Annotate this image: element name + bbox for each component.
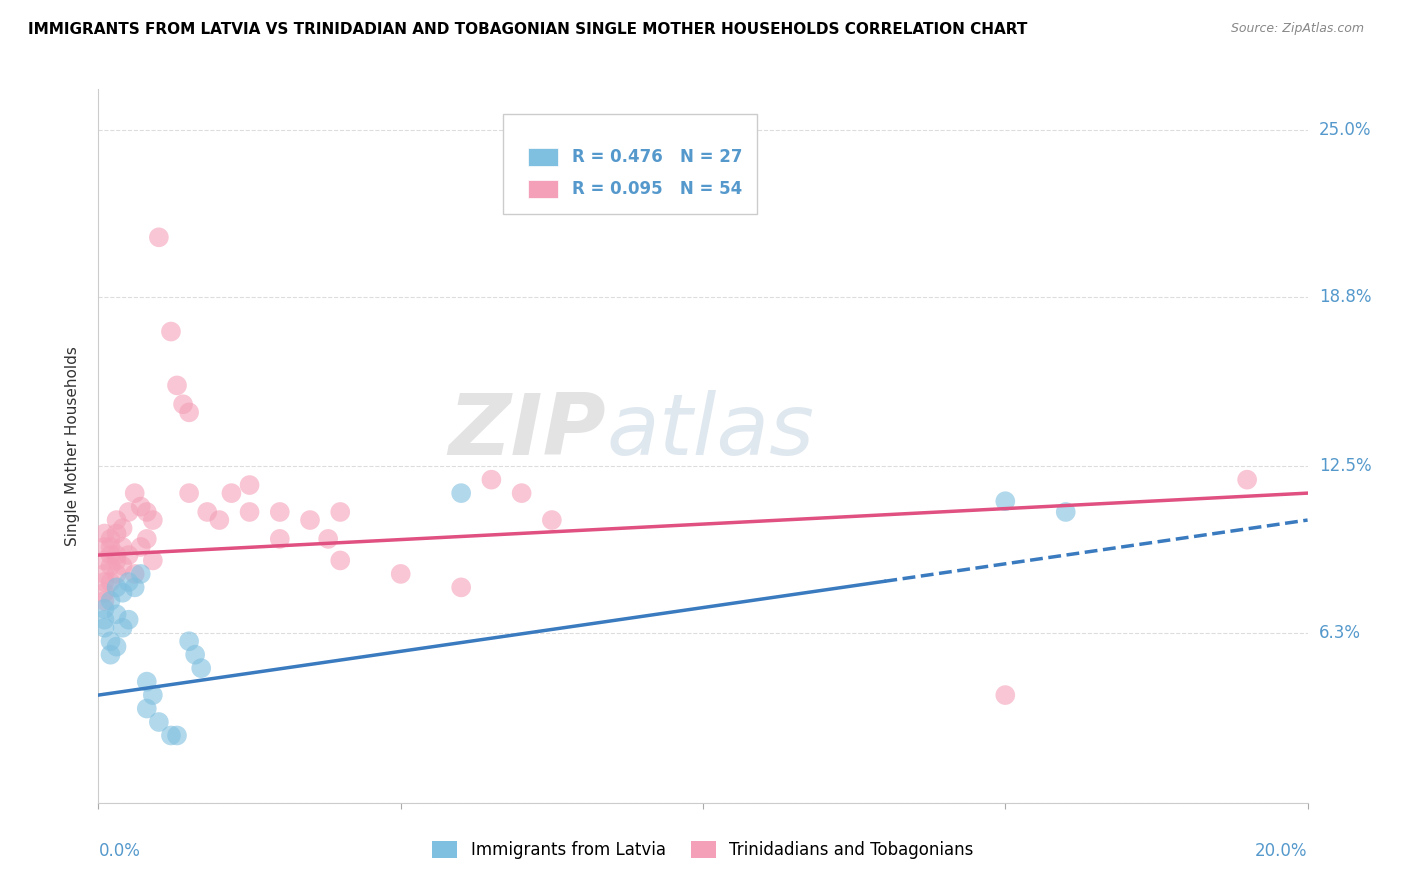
Point	[111, 540, 134, 554]
Text: Source: ZipAtlas.com: Source: ZipAtlas.com	[1230, 22, 1364, 36]
Point	[540, 513, 562, 527]
Point	[389, 566, 412, 581]
Point	[179, 634, 201, 648]
Point	[105, 526, 128, 541]
Text: R = 0.476   N = 27: R = 0.476 N = 27	[572, 148, 742, 166]
Text: 12.5%: 12.5%	[1319, 458, 1371, 475]
Point	[142, 553, 165, 567]
Text: IMMIGRANTS FROM LATVIA VS TRINIDADIAN AND TOBAGONIAN SINGLE MOTHER HOUSEHOLDS CO: IMMIGRANTS FROM LATVIA VS TRINIDADIAN AN…	[28, 22, 1028, 37]
Point	[135, 674, 157, 689]
Point	[93, 540, 115, 554]
Text: ZIP: ZIP	[449, 390, 606, 474]
Point	[160, 729, 183, 743]
Point	[118, 613, 141, 627]
Point	[269, 532, 291, 546]
Point	[93, 574, 115, 589]
Point	[299, 513, 322, 527]
Point	[93, 621, 115, 635]
Point	[994, 688, 1017, 702]
Point	[105, 607, 128, 622]
Legend: Immigrants from Latvia, Trinidadians and Tobagonians: Immigrants from Latvia, Trinidadians and…	[426, 834, 980, 866]
Y-axis label: Single Mother Households: Single Mother Households	[65, 346, 80, 546]
Point	[450, 486, 472, 500]
Point	[1236, 473, 1258, 487]
Point	[160, 325, 183, 339]
Point	[184, 648, 207, 662]
Point	[100, 548, 122, 562]
Point	[239, 505, 262, 519]
Bar	[527, 180, 558, 198]
Point	[269, 505, 291, 519]
Point	[93, 613, 115, 627]
Text: 25.0%: 25.0%	[1319, 120, 1371, 138]
Point	[100, 648, 122, 662]
Point	[481, 473, 503, 487]
Point	[142, 688, 165, 702]
Point	[100, 532, 122, 546]
Point	[166, 378, 188, 392]
Text: 0.0%: 0.0%	[98, 842, 141, 860]
Text: 20.0%: 20.0%	[1256, 842, 1308, 860]
Point	[124, 580, 146, 594]
Point	[172, 397, 194, 411]
Point	[994, 494, 1017, 508]
Point	[179, 405, 201, 419]
Point	[93, 586, 115, 600]
Point	[118, 548, 141, 562]
Point	[93, 553, 115, 567]
Point	[316, 532, 339, 546]
Point	[100, 594, 122, 608]
Point	[111, 621, 134, 635]
Point	[105, 640, 128, 654]
Point	[93, 594, 115, 608]
Point	[135, 701, 157, 715]
Point	[105, 553, 128, 567]
Point	[111, 558, 134, 573]
Point	[221, 486, 243, 500]
Point	[329, 505, 352, 519]
Text: atlas: atlas	[606, 390, 814, 474]
Point	[195, 505, 218, 519]
Point	[93, 526, 115, 541]
Point	[148, 230, 170, 244]
Text: R = 0.095   N = 54: R = 0.095 N = 54	[572, 180, 742, 198]
Point	[148, 714, 170, 729]
Point	[118, 574, 141, 589]
Point	[129, 500, 152, 514]
Point	[118, 505, 141, 519]
FancyBboxPatch shape	[503, 114, 758, 214]
Point	[100, 540, 122, 554]
Point	[239, 478, 262, 492]
Point	[1054, 505, 1077, 519]
Point	[93, 602, 115, 616]
Point	[208, 513, 231, 527]
Point	[100, 558, 122, 573]
Point	[179, 486, 201, 500]
Point	[166, 729, 188, 743]
Point	[135, 505, 157, 519]
Point	[105, 580, 128, 594]
Point	[111, 586, 134, 600]
Point	[135, 532, 157, 546]
Point	[105, 513, 128, 527]
Point	[105, 566, 128, 581]
Text: 6.3%: 6.3%	[1319, 624, 1361, 642]
Text: 18.8%: 18.8%	[1319, 287, 1371, 306]
Point	[93, 566, 115, 581]
Point	[129, 540, 152, 554]
Point	[450, 580, 472, 594]
Bar	[527, 148, 558, 166]
Point	[124, 486, 146, 500]
Point	[329, 553, 352, 567]
Point	[142, 513, 165, 527]
Point	[105, 548, 128, 562]
Point	[100, 634, 122, 648]
Point	[190, 661, 212, 675]
Point	[124, 566, 146, 581]
Point	[510, 486, 533, 500]
Point	[100, 574, 122, 589]
Point	[111, 521, 134, 535]
Point	[129, 566, 152, 581]
